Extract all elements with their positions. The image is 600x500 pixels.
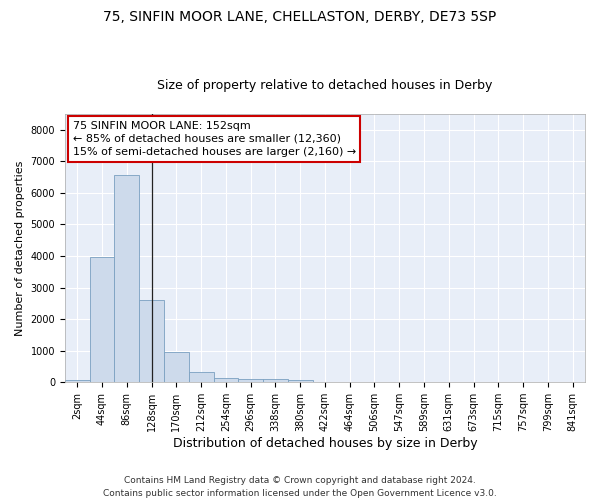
Bar (89, 256, 115, 382)
Bar (139, 300, 164, 382)
Bar (115, 175, 139, 382)
Bar (164, 352, 189, 382)
Bar (263, 379, 288, 382)
Bar (214, 378, 238, 382)
Text: Contains HM Land Registry data © Crown copyright and database right 2024.
Contai: Contains HM Land Registry data © Crown c… (103, 476, 497, 498)
Bar (288, 380, 313, 382)
Text: 75 SINFIN MOOR LANE: 152sqm
← 85% of detached houses are smaller (12,360)
15% of: 75 SINFIN MOOR LANE: 152sqm ← 85% of det… (73, 120, 356, 157)
Title: Size of property relative to detached houses in Derby: Size of property relative to detached ho… (157, 79, 493, 92)
Text: 75, SINFIN MOOR LANE, CHELLASTON, DERBY, DE73 5SP: 75, SINFIN MOOR LANE, CHELLASTON, DERBY,… (103, 10, 497, 24)
Y-axis label: Number of detached properties: Number of detached properties (15, 160, 25, 336)
X-axis label: Distribution of detached houses by size in Derby: Distribution of detached houses by size … (173, 437, 477, 450)
Bar (189, 372, 214, 382)
Bar (65, 380, 89, 382)
Bar (238, 379, 263, 382)
